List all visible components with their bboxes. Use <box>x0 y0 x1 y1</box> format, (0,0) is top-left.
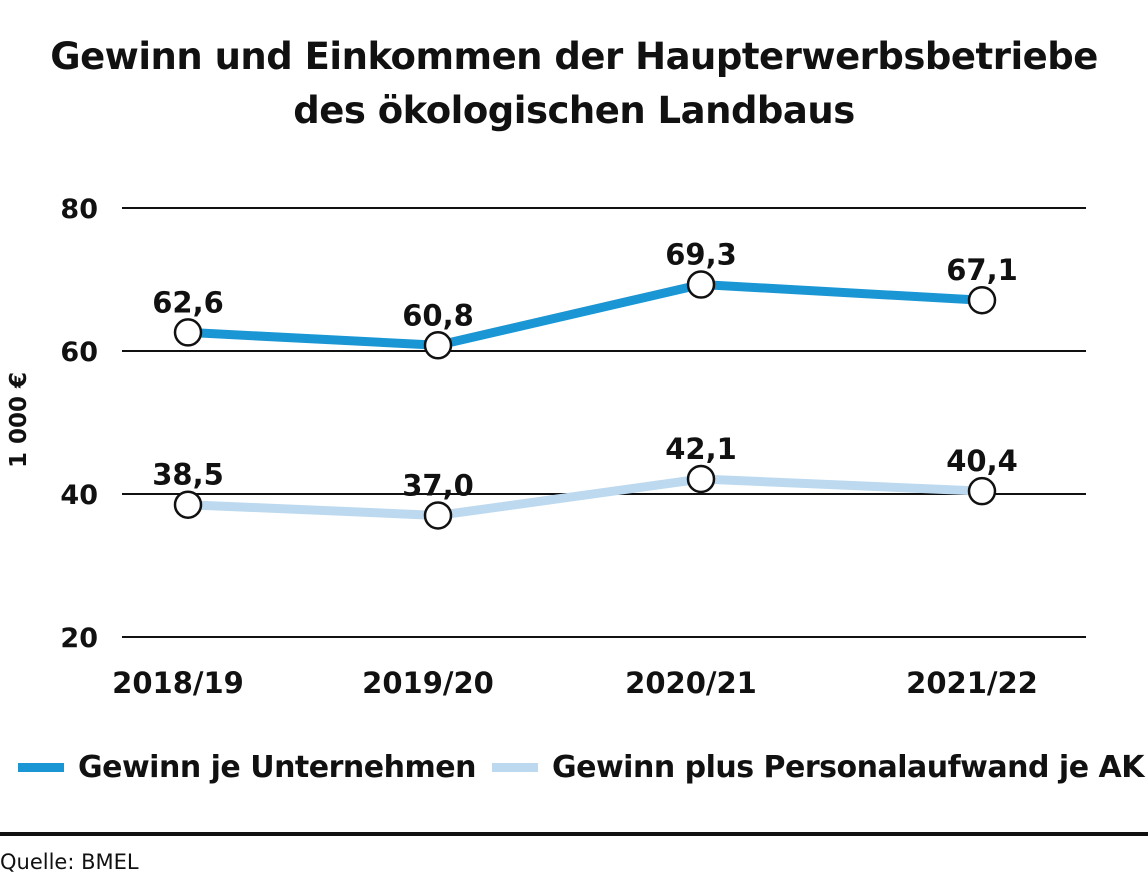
legend-label-series-2: Gewinn plus Personalaufwand je AK <box>552 750 1144 785</box>
y-tick-label: 60 <box>60 337 98 368</box>
data-label-series-2: 42,1 <box>665 432 737 466</box>
data-label-series-1: 69,3 <box>665 238 737 272</box>
series-line-2 <box>183 474 987 520</box>
x-tick-label: 2018/19 <box>112 666 244 700</box>
data-point-series-1 <box>967 285 997 315</box>
y-tick-label: 80 <box>60 194 98 225</box>
footer-divider <box>0 832 1148 836</box>
chart-legend: Gewinn je Unternehmen Gewinn plus Person… <box>0 750 1148 790</box>
legend-swatch-series-2 <box>492 763 538 772</box>
chart-title: Gewinn und Einkommen der Haupterwerbsbet… <box>0 30 1148 138</box>
chart-title-line-2: des ökologischen Landbaus <box>293 89 855 132</box>
data-label-series-2: 38,5 <box>152 458 224 492</box>
data-label-series-2: 37,0 <box>402 468 474 502</box>
data-label-series-1: 67,1 <box>946 253 1018 287</box>
data-point-series-2 <box>423 501 453 530</box>
legend-item-series-1: Gewinn je Unternehmen <box>18 750 476 785</box>
data-point-series-1 <box>423 331 453 360</box>
series-line-1 <box>183 280 987 350</box>
legend-label-series-1: Gewinn je Unternehmen <box>78 750 476 785</box>
data-point-series-2 <box>686 464 716 494</box>
legend-item-series-2: Gewinn plus Personalaufwand je AK <box>492 750 1144 785</box>
legend-swatch-series-1 <box>18 763 64 772</box>
y-tick-label: 40 <box>60 480 98 511</box>
y-axis-label: 1 000 € <box>6 372 32 468</box>
data-label-series-2: 40,4 <box>946 444 1018 478</box>
chart-title-line-1: Gewinn und Einkommen der Haupterwerbsbet… <box>50 35 1098 78</box>
x-tick-label: 2021/22 <box>906 666 1038 700</box>
data-label-series-1: 62,6 <box>152 285 224 319</box>
x-tick-label: 2020/21 <box>625 666 757 700</box>
data-point-series-1 <box>173 318 203 347</box>
data-point-series-1 <box>686 270 716 299</box>
data-label-series-1: 60,8 <box>402 298 474 332</box>
x-tick-label: 2019/20 <box>362 666 494 700</box>
line-chart: 20 40 60 80 1 000 € 2018/19 2019/20 2020/21 2021… <box>6 194 1086 700</box>
data-point-series-2 <box>967 476 997 506</box>
source-note: Quelle: BMEL <box>0 850 139 874</box>
data-point-series-2 <box>173 490 203 519</box>
y-tick-label: 20 <box>60 623 98 654</box>
